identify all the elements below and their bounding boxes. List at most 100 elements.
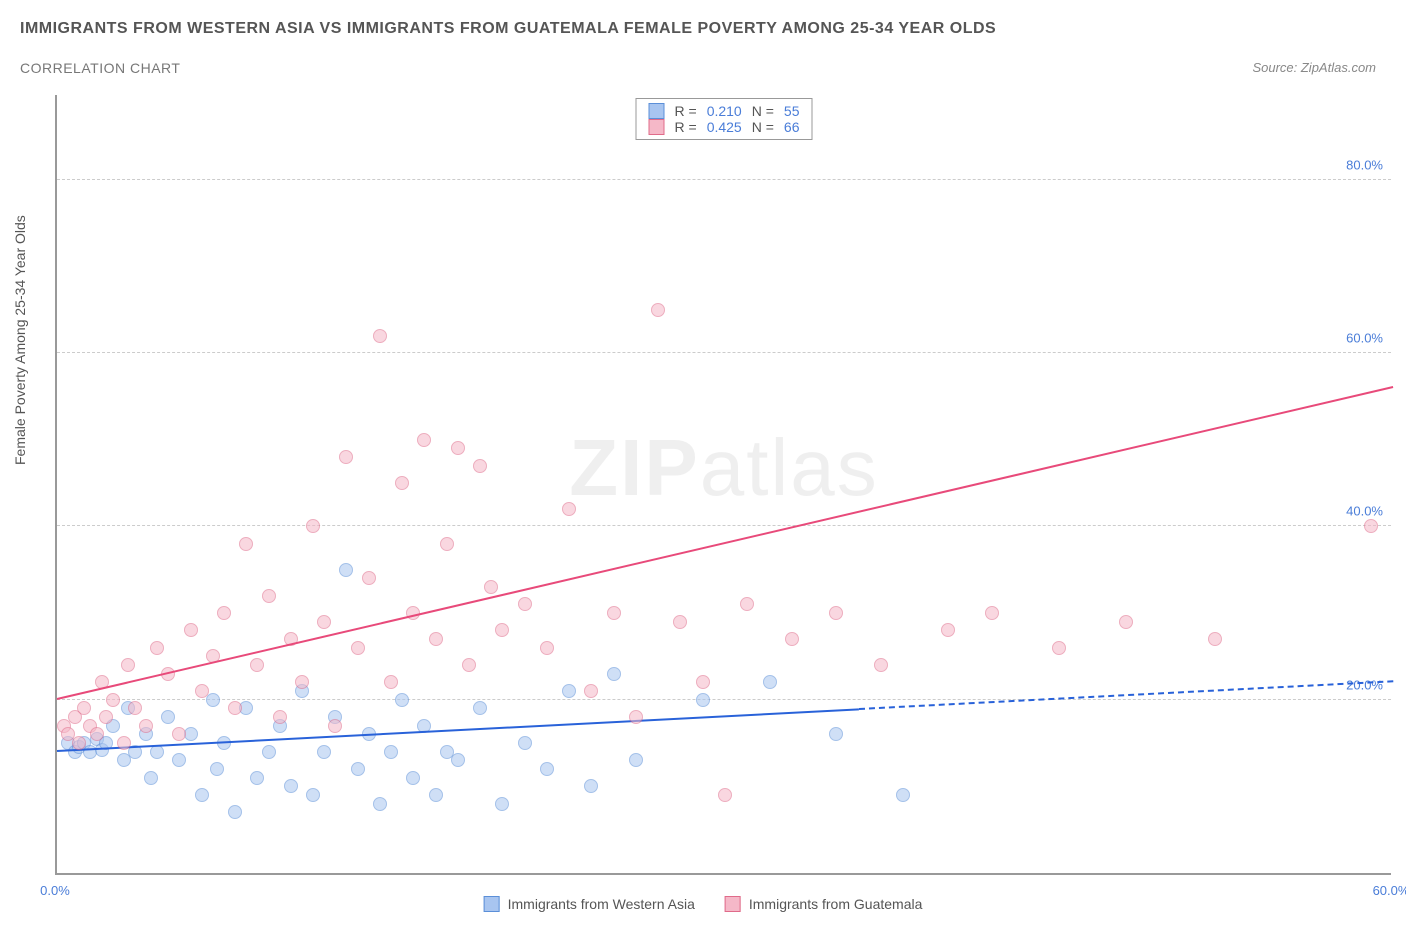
data-point bbox=[829, 727, 843, 741]
data-point bbox=[373, 797, 387, 811]
data-point bbox=[306, 519, 320, 533]
stats-legend: R =0.210N =55R =0.425N =66 bbox=[636, 98, 813, 140]
y-tick-label: 40.0% bbox=[1346, 504, 1383, 519]
data-point bbox=[184, 623, 198, 637]
data-point bbox=[295, 675, 309, 689]
data-point bbox=[484, 580, 498, 594]
legend-item: Immigrants from Guatemala bbox=[725, 896, 923, 912]
data-point bbox=[629, 710, 643, 724]
data-point bbox=[451, 441, 465, 455]
data-point bbox=[339, 563, 353, 577]
data-point bbox=[106, 693, 120, 707]
data-point bbox=[172, 753, 186, 767]
data-point bbox=[673, 615, 687, 629]
data-point bbox=[121, 658, 135, 672]
data-point bbox=[384, 745, 398, 759]
data-point bbox=[440, 537, 454, 551]
data-point bbox=[206, 693, 220, 707]
gridline bbox=[57, 525, 1391, 526]
data-point bbox=[941, 623, 955, 637]
chart-subtitle: CORRELATION CHART bbox=[20, 60, 180, 76]
gridline bbox=[57, 352, 1391, 353]
trend-line bbox=[57, 386, 1393, 700]
data-point bbox=[228, 701, 242, 715]
data-point bbox=[373, 329, 387, 343]
data-point bbox=[284, 779, 298, 793]
data-point bbox=[317, 745, 331, 759]
data-point bbox=[328, 719, 342, 733]
data-point bbox=[144, 771, 158, 785]
data-point bbox=[384, 675, 398, 689]
data-point bbox=[1364, 519, 1378, 533]
data-point bbox=[273, 710, 287, 724]
data-point bbox=[829, 606, 843, 620]
data-point bbox=[651, 303, 665, 317]
data-point bbox=[718, 788, 732, 802]
data-point bbox=[540, 641, 554, 655]
data-point bbox=[985, 606, 999, 620]
data-point bbox=[150, 641, 164, 655]
gridline bbox=[57, 699, 1391, 700]
data-point bbox=[495, 623, 509, 637]
data-point bbox=[696, 693, 710, 707]
data-point bbox=[395, 476, 409, 490]
data-point bbox=[1208, 632, 1222, 646]
data-point bbox=[896, 788, 910, 802]
data-point bbox=[195, 788, 209, 802]
data-point bbox=[195, 684, 209, 698]
data-point bbox=[139, 719, 153, 733]
data-point bbox=[406, 771, 420, 785]
stats-row: R =0.425N =66 bbox=[649, 119, 800, 135]
data-point bbox=[72, 736, 86, 750]
data-point bbox=[250, 658, 264, 672]
data-point bbox=[462, 658, 476, 672]
data-point bbox=[629, 753, 643, 767]
data-point bbox=[217, 606, 231, 620]
x-tick-label: 0.0% bbox=[40, 883, 70, 898]
data-point bbox=[262, 589, 276, 603]
data-point bbox=[77, 701, 91, 715]
data-point bbox=[584, 684, 598, 698]
data-point bbox=[239, 537, 253, 551]
data-point bbox=[607, 606, 621, 620]
x-tick-label: 60.0% bbox=[1373, 883, 1406, 898]
scatter-chart: ZIPatlas R =0.210N =55R =0.425N =66 20.0… bbox=[55, 95, 1391, 875]
data-point bbox=[1119, 615, 1133, 629]
data-point bbox=[584, 779, 598, 793]
data-point bbox=[562, 684, 576, 698]
data-point bbox=[473, 459, 487, 473]
data-point bbox=[161, 710, 175, 724]
data-point bbox=[429, 788, 443, 802]
data-point bbox=[395, 693, 409, 707]
series-legend: Immigrants from Western AsiaImmigrants f… bbox=[484, 896, 923, 912]
data-point bbox=[250, 771, 264, 785]
data-point bbox=[518, 597, 532, 611]
y-axis-label: Female Poverty Among 25-34 Year Olds bbox=[12, 215, 28, 465]
y-tick-label: 20.0% bbox=[1346, 677, 1383, 692]
data-point bbox=[696, 675, 710, 689]
data-point bbox=[607, 667, 621, 681]
data-point bbox=[90, 727, 104, 741]
y-tick-label: 60.0% bbox=[1346, 331, 1383, 346]
source-label: Source: ZipAtlas.com bbox=[1252, 60, 1376, 75]
data-point bbox=[351, 641, 365, 655]
data-point bbox=[1052, 641, 1066, 655]
data-point bbox=[874, 658, 888, 672]
data-point bbox=[128, 701, 142, 715]
data-point bbox=[785, 632, 799, 646]
data-point bbox=[473, 701, 487, 715]
data-point bbox=[339, 450, 353, 464]
trend-line bbox=[859, 680, 1393, 710]
data-point bbox=[306, 788, 320, 802]
gridline bbox=[57, 179, 1391, 180]
data-point bbox=[362, 571, 376, 585]
data-point bbox=[417, 433, 431, 447]
watermark: ZIPatlas bbox=[569, 422, 878, 514]
data-point bbox=[763, 675, 777, 689]
chart-title: IMMIGRANTS FROM WESTERN ASIA VS IMMIGRAN… bbox=[20, 20, 996, 38]
y-tick-label: 80.0% bbox=[1346, 157, 1383, 172]
data-point bbox=[317, 615, 331, 629]
data-point bbox=[451, 753, 465, 767]
data-point bbox=[429, 632, 443, 646]
data-point bbox=[495, 797, 509, 811]
